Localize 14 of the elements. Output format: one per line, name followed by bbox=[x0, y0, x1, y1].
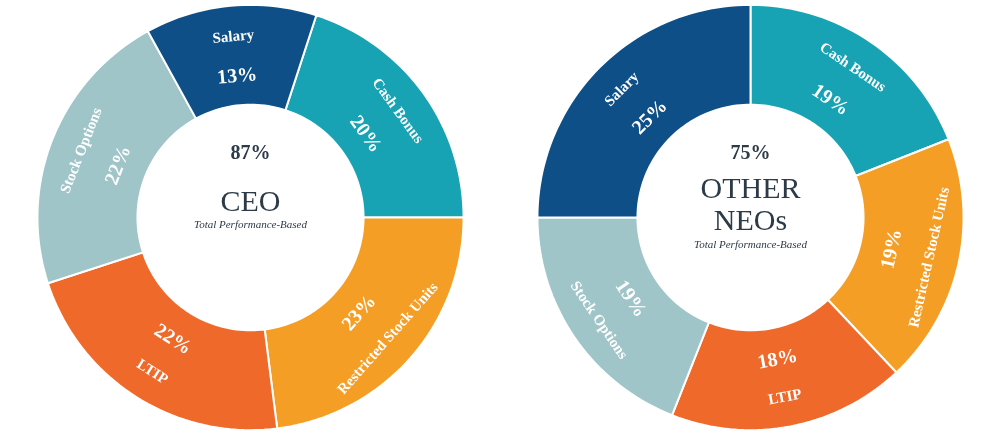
text: CEO bbox=[220, 183, 281, 217]
text: 75% bbox=[730, 141, 771, 164]
data-label: 18% bbox=[755, 343, 800, 373]
data-label: 22% bbox=[99, 142, 135, 188]
slice-label: Salary bbox=[211, 26, 256, 46]
text: 87% bbox=[230, 141, 271, 164]
text: Total Performance-Based bbox=[694, 237, 808, 250]
data-label: 19% bbox=[875, 226, 906, 271]
text: Total Performance-Based bbox=[194, 218, 308, 231]
data-label: 19% bbox=[808, 78, 854, 120]
slice-label: Restricted Stock Units bbox=[905, 185, 953, 329]
slice-label: LTIP bbox=[766, 385, 803, 408]
text: OTHER NEOs bbox=[700, 170, 801, 237]
data-label: 13% bbox=[216, 62, 258, 88]
